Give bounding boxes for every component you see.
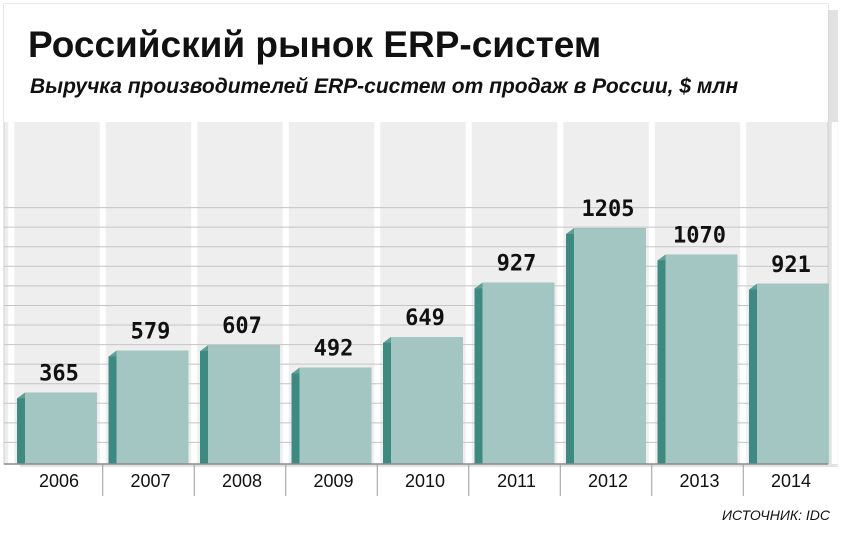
bars [17,228,829,464]
vertical-band [465,122,472,464]
vertical-band [557,122,564,464]
bar-face [757,283,829,464]
vertical-band [99,122,106,464]
value-label: 1070 [673,224,726,249]
bar-face [208,345,280,464]
header-panel [4,4,828,122]
bar-side [749,283,757,464]
bar-face [116,350,189,464]
value-label: 1205 [582,197,635,222]
bar-face [25,392,97,464]
bar-2010 [383,336,463,464]
bar-2009 [291,367,372,464]
bar-face [574,228,646,464]
vertical-band [740,122,747,464]
bar-side [108,350,117,464]
vertical-band [8,122,15,464]
bar-2008 [200,345,280,464]
x-tick-label: 2007 [130,471,170,491]
bar-2013 [657,254,738,464]
x-tick-label: 2009 [313,471,353,491]
vertical-band [374,122,381,464]
bar-2014 [749,283,829,464]
bar-face [299,367,372,464]
bar-2007 [108,350,189,464]
x-tick-label: 2006 [39,471,79,491]
bar-side [291,367,300,464]
x-tick-label: 2008 [222,471,262,491]
value-label: 921 [771,253,811,278]
bar-face [482,282,555,464]
value-label: 365 [39,362,79,387]
value-labels: 365 579 607 492 649 927 1205 1070 921 [39,197,811,386]
x-tick-label: 2014 [771,471,811,491]
bar-side [383,336,391,464]
source-note: ИСТОЧНИК: IDC [722,507,831,523]
chart-title: Российский рынок ERP-систем [28,24,601,65]
vertical-band [282,122,289,464]
x-tick-label: 2011 [497,471,536,491]
bar-side [17,392,25,464]
value-label: 649 [405,306,445,331]
bar-side [566,228,574,464]
chart-subtitle: Выручка производителей ERP-систем от про… [30,75,738,98]
vertical-band [831,122,838,464]
value-label: 579 [131,320,171,345]
value-label: 927 [497,252,537,277]
value-label: 607 [222,314,262,339]
bar-2006 [17,392,97,464]
bar-side [657,254,666,464]
vertical-bands [8,122,838,464]
bar-side [474,282,483,464]
bar-side [200,345,208,464]
bar-face [665,254,738,464]
x-axis-labels: 2006 2007 2008 2009 2010 2011 2012 2013 2014 [39,464,811,496]
chart-background [3,3,838,467]
bar-face [391,336,463,464]
value-label: 492 [314,337,354,362]
x-tick-label: 2012 [588,471,628,491]
x-tick-label: 2013 [679,471,719,491]
bar-2011 [474,282,555,464]
x-tick-label: 2010 [405,471,445,491]
vertical-band [648,122,655,464]
bar-2012 [566,228,646,464]
vertical-band [191,122,198,464]
